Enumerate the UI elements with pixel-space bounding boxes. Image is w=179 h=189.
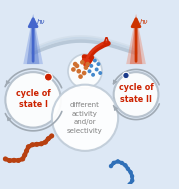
Polygon shape <box>126 14 146 64</box>
Circle shape <box>80 60 85 65</box>
Circle shape <box>46 136 51 141</box>
Text: cycle of
state II: cycle of state II <box>119 83 153 104</box>
Circle shape <box>130 174 134 178</box>
Circle shape <box>49 133 54 138</box>
Circle shape <box>123 72 129 79</box>
Text: hν: hν <box>36 19 45 25</box>
Text: Δ: Δ <box>103 37 110 46</box>
Circle shape <box>98 71 102 75</box>
Circle shape <box>30 142 35 147</box>
Circle shape <box>71 67 76 72</box>
Circle shape <box>5 72 61 128</box>
Circle shape <box>78 74 83 79</box>
Text: hν: hν <box>139 19 148 25</box>
Circle shape <box>73 62 78 66</box>
Circle shape <box>44 73 52 81</box>
Polygon shape <box>27 14 39 64</box>
Circle shape <box>126 167 130 171</box>
FancyArrowPatch shape <box>83 42 107 65</box>
Circle shape <box>34 142 39 147</box>
Circle shape <box>89 64 93 68</box>
Polygon shape <box>23 14 43 64</box>
FancyArrowPatch shape <box>84 43 108 65</box>
Circle shape <box>84 65 88 70</box>
Circle shape <box>123 188 127 189</box>
Circle shape <box>16 158 21 163</box>
Circle shape <box>112 161 116 165</box>
Circle shape <box>128 170 133 174</box>
Circle shape <box>85 62 90 66</box>
Circle shape <box>114 72 158 117</box>
Circle shape <box>11 158 16 163</box>
Polygon shape <box>130 14 142 64</box>
Circle shape <box>7 158 12 163</box>
Circle shape <box>109 164 113 168</box>
Circle shape <box>96 62 100 66</box>
Circle shape <box>130 178 134 183</box>
Circle shape <box>116 159 120 163</box>
Circle shape <box>43 140 48 145</box>
Circle shape <box>75 64 79 68</box>
Circle shape <box>124 184 129 189</box>
Circle shape <box>123 163 128 167</box>
Circle shape <box>20 156 25 161</box>
Circle shape <box>128 182 132 186</box>
Circle shape <box>68 54 102 88</box>
Circle shape <box>3 156 8 161</box>
Circle shape <box>95 67 99 71</box>
Circle shape <box>76 69 81 74</box>
Circle shape <box>52 85 118 151</box>
Circle shape <box>26 144 31 149</box>
Circle shape <box>93 59 97 62</box>
Circle shape <box>120 161 124 165</box>
Circle shape <box>88 69 91 73</box>
Circle shape <box>39 141 44 146</box>
Circle shape <box>82 71 86 75</box>
Text: cycle of
state I: cycle of state I <box>16 89 50 109</box>
Circle shape <box>91 73 95 77</box>
Circle shape <box>22 153 27 157</box>
Circle shape <box>24 148 29 153</box>
Text: different
activity
and/or
selectivity: different activity and/or selectivity <box>67 102 103 133</box>
